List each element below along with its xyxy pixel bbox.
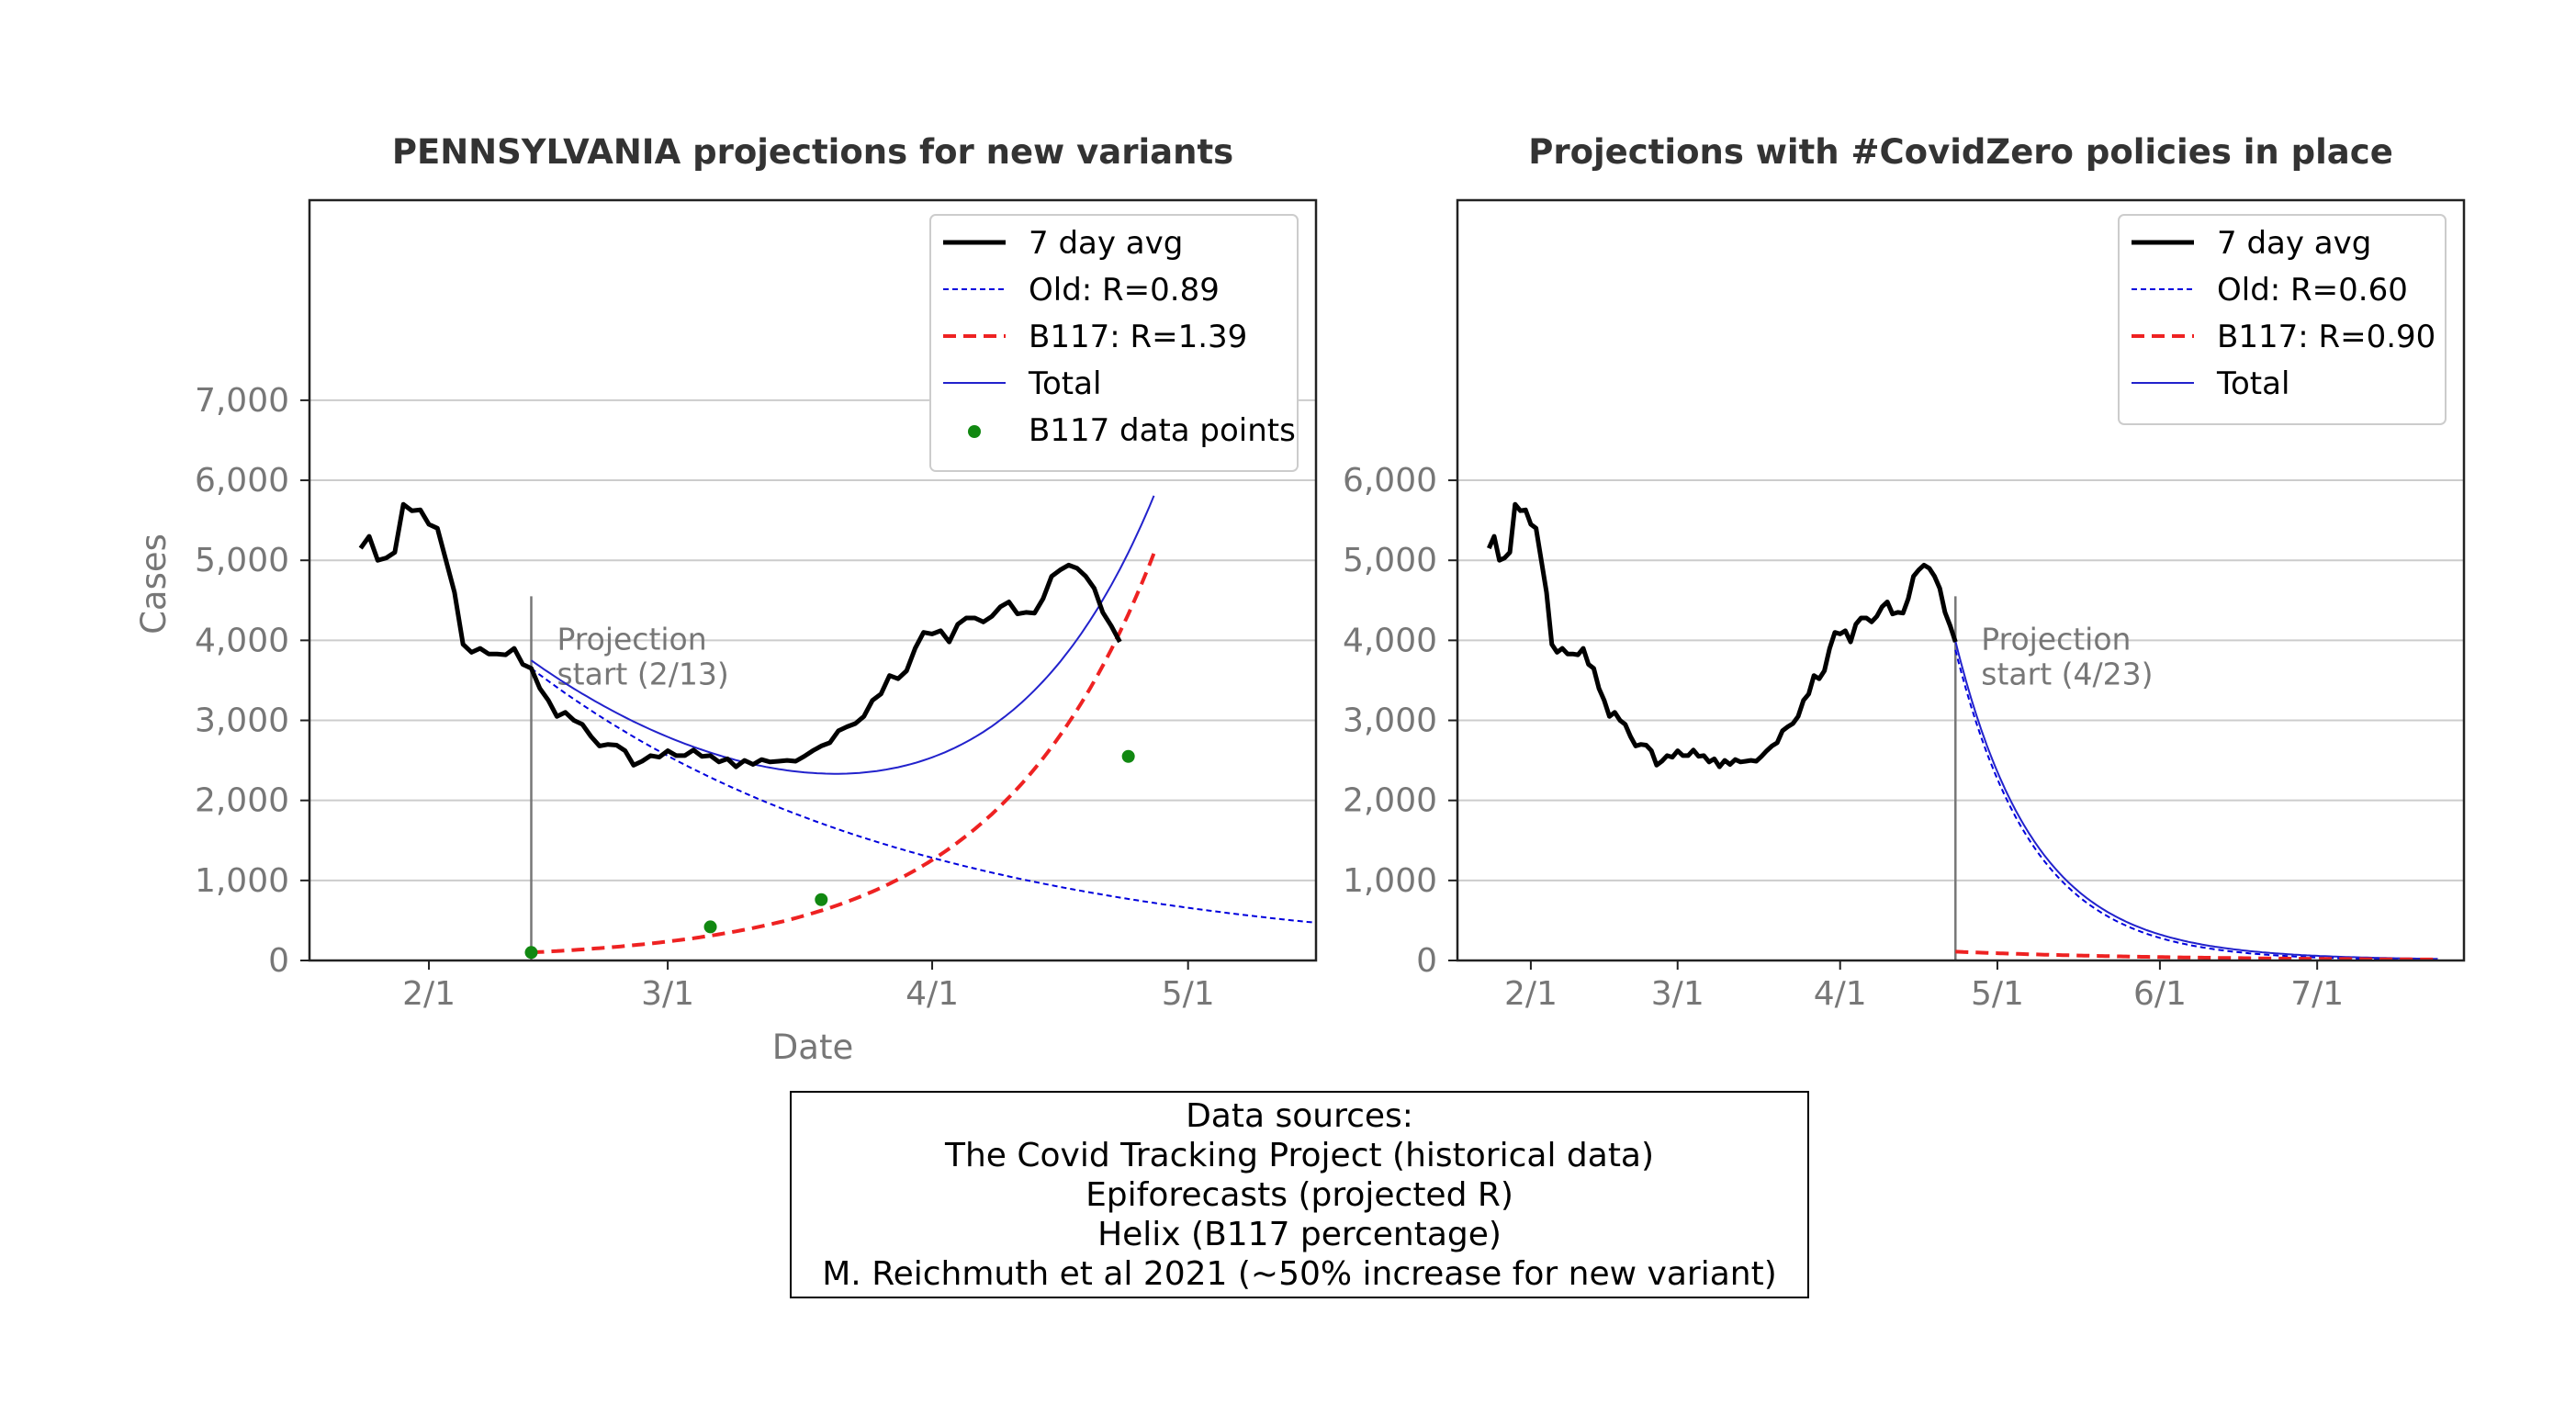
y-tick-label: 5,000	[195, 542, 289, 579]
y-tick-label: 1,000	[1343, 862, 1437, 900]
legend-label: Old: R=0.60	[2217, 272, 2408, 309]
projection-annotation: start (2/13)	[557, 656, 728, 691]
legend-label: Old: R=0.89	[1029, 272, 1220, 309]
chart-left-title: PENNSYLVANIA projections for new variant…	[392, 132, 1233, 172]
chart-right: Projections with #CovidZero policies in …	[1343, 132, 2466, 1013]
x-tick-label: 4/1	[1814, 975, 1867, 1013]
series-old-line	[530, 668, 1317, 924]
legend-box	[2118, 214, 2447, 425]
y-tick-label: 0	[1416, 942, 1437, 980]
x-tick-label: 5/1	[1162, 975, 1215, 1013]
series-b117-line	[1955, 949, 2438, 961]
b117-data-point	[1121, 749, 1135, 763]
projection-annotation: Projection	[557, 621, 706, 657]
b117-data-point	[815, 893, 828, 906]
b117-data-point	[703, 920, 717, 934]
series-old-line	[1954, 649, 2438, 961]
chart-left-frame	[308, 198, 1318, 962]
data-source-line: M. Reichmuth et al 2021 (~50% increase f…	[822, 1254, 1777, 1293]
y-tick-label: 2,000	[195, 782, 289, 820]
data-source-line: Epiforecasts (projected R)	[1086, 1175, 1513, 1214]
y-tick-label: 0	[268, 942, 289, 980]
y-tick-label: 1,000	[195, 862, 289, 900]
projection-annotation: Projection	[1981, 621, 2131, 657]
legend-label: B117: R=1.39	[1029, 319, 1247, 355]
series-total-line	[1954, 640, 2438, 960]
y-tick-label: 6,000	[195, 462, 289, 500]
chart-right-title: Projections with #CovidZero policies in …	[1528, 132, 2393, 172]
series-total-line	[530, 495, 1155, 775]
x-tick-label: 2/1	[1504, 975, 1558, 1013]
b117-data-point	[524, 946, 538, 960]
legend-label: Total	[1028, 365, 1101, 402]
legend-label: 7 day avg	[2217, 225, 2371, 262]
chart-left-ticks: 0 1,000 2,000 3,000 4,000 5,000 6,000 7,000 2/1 3…	[195, 382, 1215, 1013]
chart-right-ticks: 0 1,000 2,000 3,000 4,000 5,000 6,000 2/1 3/1 4/1…	[1343, 462, 2344, 1013]
x-tick-label: 6/1	[2133, 975, 2187, 1013]
x-tick-label: 5/1	[1971, 975, 2024, 1013]
data-source-line: The Covid Tracking Project (historical d…	[944, 1136, 1655, 1174]
y-tick-label: 3,000	[195, 702, 289, 740]
x-tick-label: 3/1	[1651, 975, 1704, 1013]
x-tick-label: 2/1	[402, 975, 456, 1013]
chart-right-frame	[1456, 198, 2466, 962]
chart-right-legend: 7 day avg Old: R=0.60 B117: R=0.90 Total	[2118, 214, 2447, 425]
legend-swatch-markers	[968, 425, 981, 438]
chart-left-ylabel: Cases	[134, 533, 174, 635]
legend-box	[929, 214, 1299, 472]
legend-label: B117 data points	[1029, 412, 1296, 449]
data-sources-heading: Data sources:	[1186, 1096, 1413, 1135]
chart-left-legend: 7 day avg Old: R=0.89 B117: R=1.39 Total B11…	[929, 214, 1299, 472]
x-tick-label: 7/1	[2290, 975, 2344, 1013]
legend-label: Total	[2216, 365, 2289, 402]
legend-label: 7 day avg	[1029, 225, 1183, 262]
projection-annotation: start (4/23)	[1981, 656, 2153, 691]
y-tick-label: 7,000	[195, 382, 289, 420]
series-b117-line	[531, 552, 1156, 955]
y-tick-label: 4,000	[195, 622, 289, 659]
y-tick-label: 4,000	[1343, 622, 1437, 659]
y-tick-label: 2,000	[1343, 782, 1437, 820]
chart-left-xlabel: Date	[772, 1028, 853, 1067]
y-tick-label: 3,000	[1343, 702, 1437, 740]
y-tick-label: 6,000	[1343, 462, 1437, 500]
legend-label: B117: R=0.90	[2217, 319, 2435, 355]
chart-left: PENNSYLVANIA projections for new variant…	[134, 132, 1318, 1067]
series-7day-avg-line	[1487, 501, 1958, 769]
x-tick-label: 4/1	[906, 975, 959, 1013]
data-sources-box: Data sources: The Covid Tracking Project…	[790, 1091, 1809, 1298]
data-source-line: Helix (B117 percentage)	[1097, 1215, 1502, 1253]
chart-right-grid	[1457, 479, 2464, 882]
y-tick-label: 5,000	[1343, 542, 1437, 579]
series-7day-avg-line	[358, 501, 1122, 769]
x-tick-label: 3/1	[641, 975, 694, 1013]
